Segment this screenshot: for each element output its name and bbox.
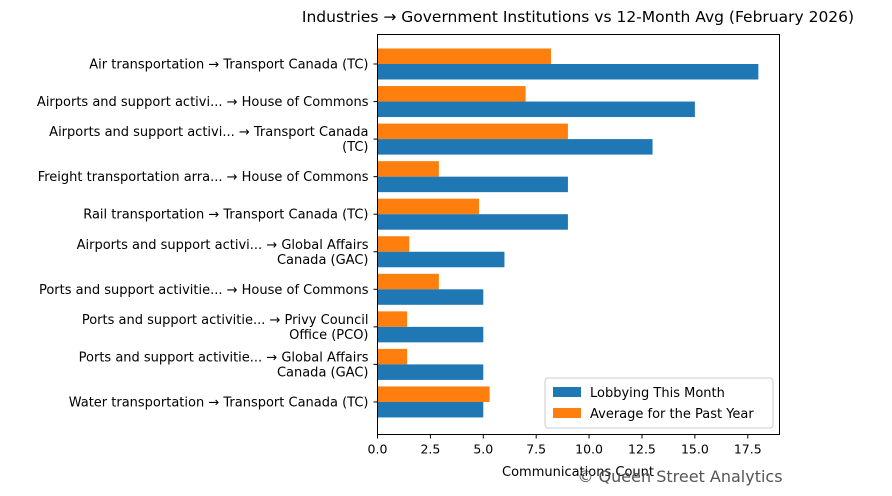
- bar-average-3: [377, 161, 439, 177]
- chart-title: Industries → Government Institutions vs …: [302, 8, 854, 26]
- category-label-0: Air transportation → Transport Canada (T…: [89, 58, 368, 73]
- bar-this-month-4: [377, 214, 568, 230]
- bar-this-month-2: [377, 139, 653, 155]
- x-tick-label-3: 7.5: [526, 442, 546, 457]
- bar-this-month-9: [377, 401, 484, 418]
- x-tick-label-2: 5.0: [473, 442, 493, 457]
- legend-swatch-0: [553, 387, 581, 397]
- x-axis-label: Communications Count: [502, 465, 654, 480]
- bar-average-4: [377, 198, 480, 215]
- bar-average-0: [377, 48, 551, 64]
- legend: Lobbying This Month Average for the Past …: [544, 377, 774, 429]
- category-label-5: Airports and support activi... → Global …: [77, 238, 369, 268]
- bar-this-month-3: [377, 176, 568, 193]
- bar-this-month-5: [377, 251, 505, 268]
- x-tick-label-5: 12.5: [628, 442, 656, 457]
- x-axis: 0.0 2.5 5.0 7.5 10.0 12.5 15.0 17.5: [368, 434, 762, 457]
- bar-average-9: [377, 386, 490, 402]
- category-label-8: Ports and support activitie... → Global …: [79, 350, 369, 380]
- bar-average-1: [377, 86, 526, 102]
- x-tick-label-6: 15.0: [681, 442, 709, 457]
- category-label-7: Ports and support activitie... → Privy C…: [82, 313, 369, 343]
- legend-label-1: Average for the Past Year: [590, 407, 754, 422]
- bar-this-month-0: [377, 64, 759, 80]
- bar-this-month-6: [377, 289, 484, 305]
- bars-group: [377, 48, 759, 418]
- x-tick-label-1: 2.5: [420, 442, 440, 457]
- watermark: © Queen Street Analytics: [577, 467, 782, 486]
- category-label-6: Ports and support activitie... → House o…: [39, 283, 369, 298]
- bar-this-month-1: [377, 101, 695, 118]
- bar-average-7: [377, 311, 408, 327]
- category-label-1: Airports and support activi... → House o…: [37, 95, 369, 110]
- x-tick-label-0: 0.0: [368, 442, 388, 457]
- x-tick-label-7: 17.5: [734, 442, 762, 457]
- category-label-9: Water transportation → Transport Canada …: [69, 395, 369, 410]
- bar-this-month-7: [377, 326, 484, 343]
- category-label-2: Airports and support activi... → Transpo…: [49, 125, 368, 155]
- bar-this-month-8: [377, 364, 484, 380]
- legend-swatch-1: [553, 408, 581, 418]
- bar-average-5: [377, 236, 410, 252]
- category-labels: Air transportation → Transport Canada (T…: [37, 58, 378, 410]
- bar-average-2: [377, 123, 568, 140]
- plot-frame: [377, 34, 780, 435]
- bar-average-8: [377, 348, 408, 365]
- legend-box: [544, 377, 774, 429]
- bar-average-6: [377, 273, 439, 290]
- legend-label-0: Lobbying This Month: [590, 386, 725, 401]
- category-label-3: Freight transportation arra... → House o…: [38, 170, 369, 185]
- category-label-4: Rail transportation → Transport Canada (…: [83, 208, 368, 223]
- x-tick-label-4: 10.0: [575, 442, 603, 457]
